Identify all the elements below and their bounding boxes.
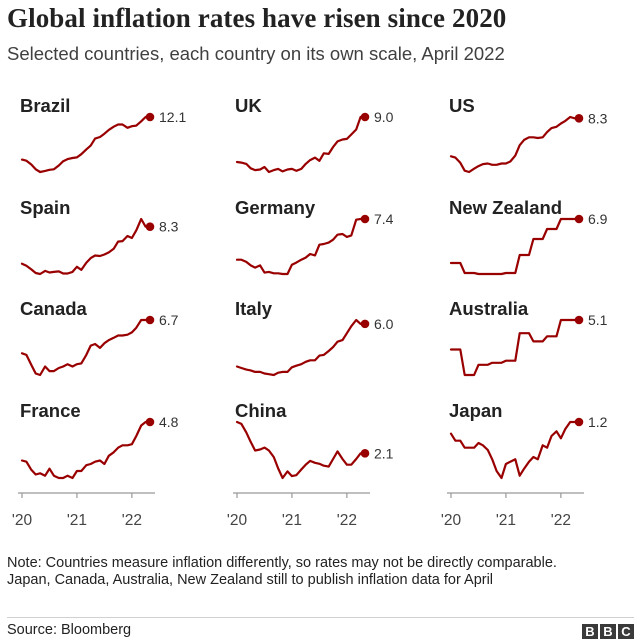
endpoint-marker — [574, 417, 584, 427]
series-line — [235, 217, 367, 276]
panel-title: China — [235, 400, 287, 421]
series-line — [235, 115, 367, 174]
endpoint-marker — [145, 112, 155, 122]
panel-title: Canada — [20, 298, 88, 319]
bbc-logo-block: B — [600, 624, 616, 639]
endpoint-marker — [360, 319, 370, 329]
bbc-logo: B B C — [582, 624, 634, 639]
endpoint-marker — [360, 112, 370, 122]
note-line: Japan, Canada, Australia, New Zealand st… — [7, 572, 494, 588]
note-line: Note: Countries measure inflation differ… — [7, 555, 557, 571]
chart-title: Global inflation rates have risen since … — [7, 3, 507, 33]
source-credit: Source: Bloomberg — [7, 622, 132, 638]
value-label: 6.9 — [588, 211, 608, 227]
endpoint-marker — [145, 417, 155, 427]
panel-title: Brazil — [20, 95, 70, 116]
bbc-logo-block: B — [582, 624, 598, 639]
panel-title: US — [449, 95, 475, 116]
x-tick-label: '21 — [496, 512, 516, 529]
x-tick-label: '22 — [551, 512, 571, 529]
value-label: 2.1 — [374, 445, 394, 461]
x-tick-label: '20 — [441, 512, 462, 529]
panel-title: Australia — [449, 298, 529, 319]
endpoint-marker — [145, 222, 155, 232]
value-label: 6.7 — [159, 312, 179, 328]
value-label: 8.3 — [588, 110, 608, 126]
small-multiples-chart: Brazil 12.1 UK 9.0 US 8.3 Spain 8.3 Germany 7.4 Ne… — [12, 95, 608, 529]
value-label: 12.1 — [159, 109, 186, 125]
value-label: 7.4 — [374, 211, 394, 227]
value-label: 9.0 — [374, 109, 394, 125]
x-tick-label: '22 — [122, 512, 142, 529]
series-line — [449, 420, 581, 480]
series-line — [235, 318, 367, 377]
series-line — [449, 318, 581, 377]
value-label: 5.1 — [588, 312, 608, 328]
x-tick-label: '22 — [337, 512, 357, 529]
footer-divider — [7, 617, 634, 618]
panel-title: UK — [235, 95, 262, 116]
panel-title: Italy — [235, 298, 273, 319]
panel-title: Germany — [235, 197, 316, 218]
endpoint-marker — [145, 315, 155, 325]
value-label: 6.0 — [374, 316, 394, 332]
x-tick-label: '21 — [282, 512, 302, 529]
series-line — [449, 217, 581, 276]
panel-title: New Zealand — [449, 197, 562, 218]
series-line — [20, 420, 152, 480]
chart-note: Note: Countries measure inflation differ… — [7, 555, 637, 589]
value-label: 1.2 — [588, 414, 608, 430]
endpoint-marker — [574, 214, 584, 224]
series-line — [20, 115, 152, 174]
series-line — [20, 318, 152, 377]
panel-title: Japan — [449, 400, 502, 421]
x-tick-label: '20 — [12, 512, 33, 529]
x-tick-label: '21 — [67, 512, 87, 529]
value-label: 8.3 — [159, 219, 179, 235]
panel-title: France — [20, 400, 81, 421]
endpoint-marker — [360, 449, 370, 458]
chart-subtitle: Selected countries, each country on its … — [7, 43, 505, 64]
endpoint-marker — [360, 214, 370, 224]
value-label: 4.8 — [159, 414, 179, 430]
bbc-logo-block: C — [618, 624, 634, 639]
endpoint-marker — [574, 315, 584, 325]
endpoint-marker — [574, 114, 584, 123]
x-tick-label: '20 — [227, 512, 248, 529]
series-line — [449, 115, 581, 174]
panel-title: Spain — [20, 197, 70, 218]
series-line — [235, 420, 367, 480]
series-line — [20, 217, 152, 276]
